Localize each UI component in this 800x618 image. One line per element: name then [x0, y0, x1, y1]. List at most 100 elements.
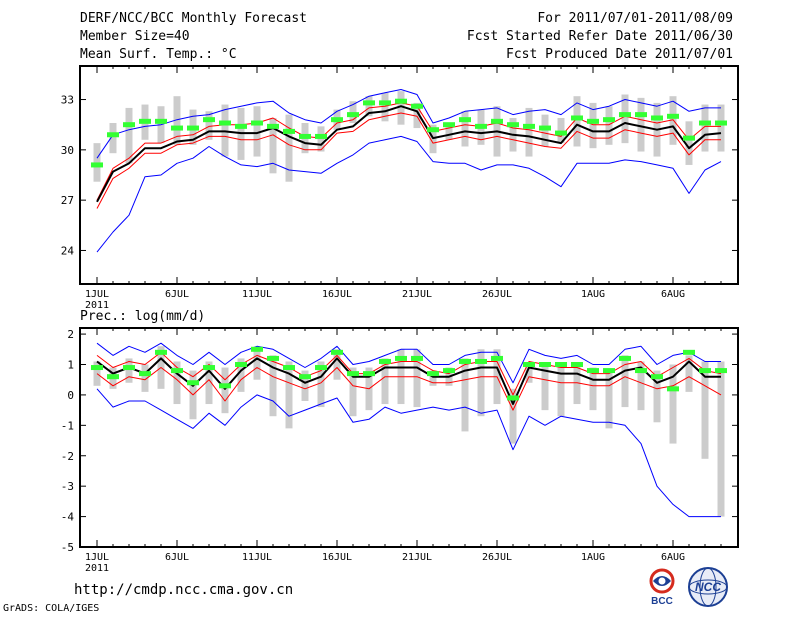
- temperature-frame: [79, 65, 739, 285]
- precipitation-spread-bar: [557, 364, 565, 417]
- precipitation-spread-bar: [317, 361, 325, 408]
- precipitation-spread-bar: [269, 355, 277, 417]
- precipitation-spread-bar: [477, 349, 485, 417]
- temperature-ensemble-marker: [139, 118, 151, 124]
- temperature-line-max: [96, 89, 721, 159]
- precipitation-ensemble-marker: [235, 362, 247, 367]
- ncc-logo-latitude: [688, 579, 728, 595]
- precipitation-ensemble-marker: [635, 368, 647, 374]
- precipitation-ytick-label: -1: [61, 419, 74, 432]
- temperature-spread-bar: [621, 94, 629, 144]
- precipitation-ensemble-marker: [331, 349, 343, 355]
- precipitation-ytick-label: -2: [61, 450, 74, 463]
- temperature-ensemble-marker: [555, 130, 567, 136]
- ncc-logo: NCC: [688, 567, 728, 607]
- precipitation-ensemble-marker: [491, 355, 503, 361]
- precipitation-spread-bar: [413, 349, 421, 408]
- temperature-ensemble-marker: [667, 113, 679, 119]
- precipitation-ensemble-marker: [267, 355, 279, 361]
- temperature-spread-bar: [717, 104, 725, 152]
- ncc-logo-meridian: [699, 567, 717, 607]
- temperature-ytick-label: 24: [61, 244, 75, 257]
- temperature-spread-bar: [397, 91, 405, 125]
- bcc-logo-ring: [649, 568, 675, 594]
- temperature-ensemble-marker: [91, 162, 103, 168]
- precipitation-spread-bar: [221, 367, 229, 414]
- temperature-ensemble-marker: [475, 123, 487, 129]
- grads-credit: GrADS: COLA/IGES: [3, 603, 100, 614]
- temperature-ensemble-marker: [171, 125, 183, 131]
- precipitation-spread-bar: [429, 370, 437, 386]
- precipitation-ensemble-marker: [459, 358, 471, 364]
- precip-label: Prec.: log(mm/d): [80, 309, 206, 324]
- temperature-spread-bar: [525, 107, 533, 157]
- precipitation-ytick-label: 1: [67, 359, 74, 372]
- temperature-ensemble-marker: [299, 133, 311, 139]
- temperature-ensemble-marker: [683, 135, 695, 141]
- precipitation-ensemble-marker: [699, 368, 711, 374]
- temperature-spread-bar: [317, 126, 325, 152]
- precipitation-ensemble-marker: [667, 386, 679, 392]
- temperature-ensemble-marker: [155, 118, 167, 124]
- temperature-xtick-label: 6AUG: [661, 289, 685, 300]
- precipitation-spread-bar: [381, 358, 389, 405]
- precipitation-spread-bar: [349, 367, 357, 417]
- precipitation-ensemble-marker: [603, 368, 615, 374]
- precipitation-ytick-label: -4: [61, 511, 75, 524]
- temperature-xtick-label: 1AUG: [581, 289, 605, 300]
- precipitation-spread-bar: [685, 355, 693, 392]
- precipitation-spread-bar: [653, 370, 661, 423]
- bcc-logo-text: BCC: [651, 596, 673, 606]
- precipitation-xtick-label: 1JUL: [85, 552, 109, 563]
- precipitation-xtick-label: 6AUG: [661, 552, 685, 563]
- temperature-xtick-label: 16JUL: [322, 289, 352, 300]
- produced-date: Fcst Produced Date 2011/07/01: [506, 47, 733, 62]
- precipitation-ensemble-marker: [379, 358, 391, 364]
- temperature-ensemble-marker: [395, 98, 407, 104]
- precipitation-ytick-label: 0: [67, 389, 74, 402]
- temperature-spread-bar: [349, 101, 357, 124]
- precipitation-ensemble-marker: [91, 365, 103, 371]
- temperature-ensemble-marker: [187, 125, 199, 131]
- precipitation-ensemble-marker: [427, 371, 439, 377]
- temperature-line-upper: [96, 102, 721, 201]
- temperature-xtick-label: 6JUL: [165, 289, 189, 300]
- precipitation-year-label: 2011: [85, 563, 109, 574]
- precipitation-spread-bar: [125, 358, 133, 383]
- precipitation-spread-bar: [173, 361, 181, 405]
- precipitation-ensemble-marker: [187, 380, 199, 386]
- temperature-spread-bar: [365, 96, 373, 117]
- precipitation-line-upper: [96, 351, 722, 396]
- precipitation-ensemble-marker: [619, 355, 631, 361]
- precipitation-xtick-label: 21JUL: [402, 552, 432, 563]
- temperature-ensemble-marker: [443, 122, 455, 128]
- temperature-spread-bar: [637, 97, 645, 152]
- temperature-ensemble-marker: [235, 123, 247, 129]
- temperature-spread-bar: [173, 96, 181, 145]
- source-url[interactable]: http://cmdp.ncc.cma.gov.cn: [74, 582, 294, 598]
- precipitation-ensemble-marker: [539, 362, 551, 367]
- precipitation-ytick-label: -3: [61, 480, 74, 493]
- temperature-spread-bar: [541, 114, 549, 147]
- temperature-year-label: 2011: [85, 300, 109, 311]
- precipitation-line-mean: [96, 357, 721, 405]
- precipitation-spread-bar: [141, 364, 149, 392]
- precipitation-ensemble-marker: [587, 368, 599, 374]
- precipitation-ytick-label: 2: [67, 328, 74, 341]
- temperature-spread-bar: [125, 107, 133, 164]
- temperature-line-lower: [96, 112, 721, 209]
- precipitation-spread-bar: [525, 364, 533, 383]
- precipitation-xtick-label: 6JUL: [165, 552, 189, 563]
- precipitation-spread-bar: [541, 364, 549, 411]
- temperature-spread-bar: [205, 111, 213, 140]
- precipitation-spread-bar: [301, 370, 309, 401]
- temperature-spread-bar: [589, 102, 597, 149]
- temperature-ensemble-marker: [587, 118, 599, 124]
- precipitation-ensemble-marker: [315, 365, 327, 371]
- temperature-ensemble-marker: [363, 100, 375, 106]
- precipitation-ensemble-marker: [443, 368, 455, 374]
- precipitation-ensemble-marker: [123, 365, 135, 371]
- precipitation-line-max: [96, 342, 721, 384]
- ncc-logo-text: NCC: [695, 580, 721, 594]
